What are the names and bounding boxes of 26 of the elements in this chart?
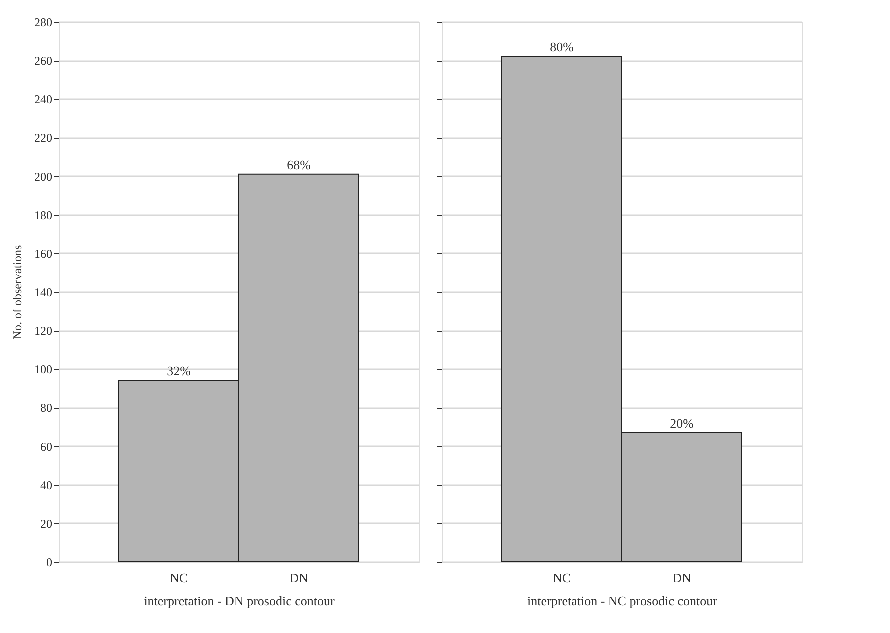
x-tick-label: DN <box>672 570 692 586</box>
x-tick-label: NC <box>170 570 188 586</box>
y-tick-label: 120 <box>34 324 52 338</box>
y-tick-label: 100 <box>34 362 52 377</box>
y-tick-label: 280 <box>34 16 52 30</box>
x-axis-title: interpretation - NC prosodic contour <box>528 594 718 608</box>
y-tick-label: 60 <box>40 440 52 454</box>
y-tick-label: 40 <box>40 478 52 492</box>
annotation: 32% <box>167 364 192 379</box>
x-tick-label: NC <box>552 570 572 586</box>
y-axis-title: No. of observations <box>10 245 24 340</box>
y-tick-label: 240 <box>34 92 52 107</box>
y-tick-label: 200 <box>34 170 52 184</box>
y-tick-label: 160 <box>34 246 52 261</box>
y-tick-label: 80 <box>40 401 52 416</box>
annotation: 68% <box>287 157 312 172</box>
y-tick-label: 140 <box>34 286 52 300</box>
x-axis-title: interpretation - DN prosodic contour <box>144 594 336 608</box>
y-tick-label: 20 <box>40 516 52 531</box>
y-tick-label: 0 <box>46 556 52 570</box>
y-tick-label: 180 <box>34 208 52 222</box>
annotation: 20% <box>670 416 694 431</box>
annotation: 80% <box>550 40 574 55</box>
y-tick-label: 260 <box>34 54 52 68</box>
x-tick-label: DN <box>290 570 309 586</box>
y-tick-label: 220 <box>34 131 52 146</box>
